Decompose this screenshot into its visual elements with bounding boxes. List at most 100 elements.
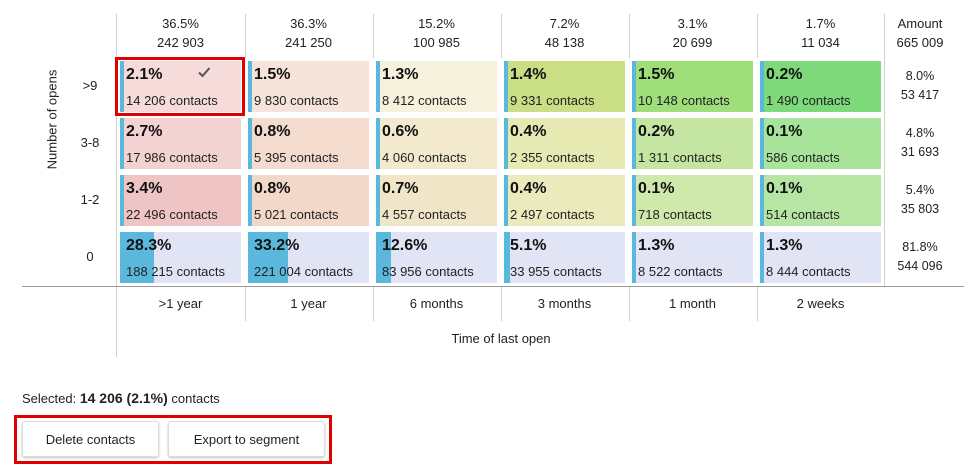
heatmap-cell[interactable]: 0.4% 2 497 contacts [504,175,625,226]
cell-contacts: 9 830 contacts [254,93,339,108]
axis-vertical-line [116,14,117,357]
cell-percentage: 1.3% [638,237,675,254]
column-header-pct: 7.2% [549,16,580,31]
heatmap-cell[interactable]: 0.1% 586 contacts [760,118,881,169]
cell-percentage: 0.4% [510,123,547,140]
heatmap-cell[interactable]: 1.4% 9 331 contacts [504,61,625,112]
axis-horizontal-line [22,286,964,287]
column-divider [501,286,502,321]
column-divider [245,286,246,321]
cell-contacts: 17 986 contacts [126,150,218,165]
cell-value-bar [632,175,636,226]
heatmap-cell[interactable]: 1.5% 10 148 contacts [632,61,753,112]
x-axis-title: Time of last open [451,331,551,346]
cell-contacts: 5 021 contacts [254,207,339,222]
x-axis-label: >1 year [158,296,203,311]
cell-contacts: 10 148 contacts [638,93,730,108]
cell-percentage: 0.2% [638,123,675,140]
cell-contacts: 2 497 contacts [510,207,595,222]
selection-suffix: contacts [167,391,220,406]
row-label: 0 [86,249,94,264]
heatmap-cell[interactable]: 1.5% 9 830 contacts [248,61,369,112]
cell-value-bar [632,232,636,283]
cell-value-bar [760,175,764,226]
cell-value-bar [632,118,636,169]
heatmap-cell[interactable]: 0.8% 5 395 contacts [248,118,369,169]
heatmap-cell[interactable]: 28.3% 188 215 contacts [120,232,241,283]
cell-percentage: 1.3% [382,66,419,83]
cell-contacts: 5 395 contacts [254,150,339,165]
cell-contacts: 514 contacts [766,207,840,222]
heatmap-cell[interactable]: 0.1% 514 contacts [760,175,881,226]
column-header-count: 48 138 [544,35,585,50]
column-header: 3.1% 20 699 [629,14,756,52]
cell-value-bar [760,232,764,283]
cell-percentage: 28.3% [126,237,172,254]
cell-value-bar [120,232,155,283]
cell-value-bar [120,118,124,169]
heatmap-cell[interactable]: 0.1% 718 contacts [632,175,753,226]
heatmap-cell[interactable]: 12.6% 83 956 contacts [376,232,497,283]
cell-percentage: 33.2% [254,237,300,254]
column-divider [501,14,502,58]
cell-value-bar [248,232,289,283]
heatmap-cell[interactable]: 0.2% 1 490 contacts [760,61,881,112]
row-total: 8.0% 53 417 [885,67,955,105]
row-total: 81.8% 544 096 [885,238,955,276]
heatmap-cell[interactable]: 5.1% 33 955 contacts [504,232,625,283]
row-label: >9 [82,78,98,93]
cell-percentage: 0.1% [638,180,675,197]
heatmap-cell[interactable]: 2.1% 14 206 contacts [120,61,241,112]
checkmark-icon [198,67,211,78]
row-total: 5.4% 35 803 [885,181,955,219]
row-total-pct: 4.8% [905,126,935,140]
cell-value-bar [376,61,380,112]
cell-percentage: 2.1% [126,66,163,83]
cell-value-bar [120,175,125,226]
column-header: 7.2% 48 138 [501,14,628,52]
column-divider [757,14,758,58]
row-total-pct: 81.8% [902,240,938,254]
cell-percentage: 0.4% [510,180,547,197]
row-total: 4.8% 31 693 [885,124,955,162]
column-divider [373,14,374,58]
cell-value-bar [760,118,764,169]
cell-percentage: 1.3% [766,237,803,254]
export-to-segment-button[interactable]: Export to segment [168,421,325,457]
delete-contacts-button[interactable]: Delete contacts [22,421,159,457]
heatmap-cell[interactable]: 33.2% 221 004 contacts [248,232,369,283]
cell-contacts: 586 contacts [766,150,840,165]
column-divider [757,286,758,321]
heatmap-cell[interactable]: 2.7% 17 986 contacts [120,118,241,169]
heatmap-cell[interactable]: 0.4% 2 355 contacts [504,118,625,169]
heatmap-cell[interactable]: 1.3% 8 444 contacts [760,232,881,283]
cell-value-bar [248,61,252,112]
heatmap-cell[interactable]: 0.6% 4 060 contacts [376,118,497,169]
cell-percentage: 0.7% [382,180,419,197]
heatmap-cell[interactable]: 0.7% 4 557 contacts [376,175,497,226]
column-divider [629,14,630,58]
selection-value: 14 206 (2.1%) [79,390,168,406]
heatmap-cell[interactable]: 1.3% 8 412 contacts [376,61,497,112]
cell-value-bar [504,232,511,283]
heatmap-cell[interactable]: 1.3% 8 522 contacts [632,232,753,283]
heatmap-cell[interactable]: 3.4% 22 496 contacts [120,175,241,226]
heatmap-cell[interactable]: 0.2% 1 311 contacts [632,118,753,169]
cell-contacts: 22 496 contacts [126,207,218,222]
cell-contacts: 1 490 contacts [766,93,851,108]
cell-value-bar [504,175,508,226]
cell-contacts: 9 331 contacts [510,93,595,108]
column-header-pct: 1.7% [805,16,836,31]
x-axis-label: 3 months [537,296,592,311]
cell-contacts: 8 412 contacts [382,93,467,108]
heatmap-cell[interactable]: 0.8% 5 021 contacts [248,175,369,226]
amount-header-label: Amount [897,16,943,31]
cell-contacts: 14 206 contacts [126,93,218,108]
x-axis-label: 1 year [290,296,327,311]
row-label: 1-2 [80,192,100,207]
cell-value-bar [504,61,508,112]
row-total-count: 53 417 [900,88,940,102]
x-axis-label: 6 months [409,296,464,311]
cell-contacts: 33 955 contacts [510,264,602,279]
row-total-count: 544 096 [897,259,943,273]
